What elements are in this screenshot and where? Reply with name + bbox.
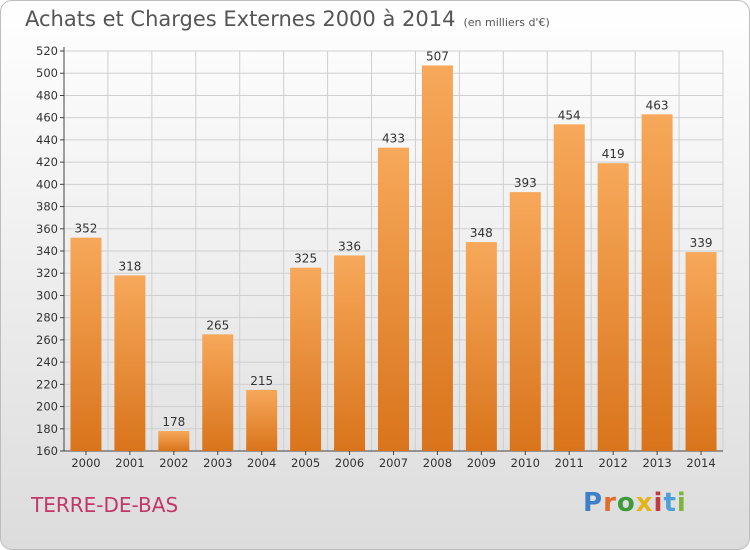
y-tick-label: 240 [36,355,58,369]
y-tick-label: 260 [36,333,58,347]
data-label: 352 [75,222,98,236]
y-tick-label: 400 [36,177,58,191]
bar [70,237,102,451]
x-tick-label: 2004 [247,456,276,470]
y-tick-label: 380 [36,200,58,214]
x-tick-label: 2013 [642,456,671,470]
data-label: 318 [118,259,141,273]
data-label: 339 [690,236,713,250]
town-name: TERRE-DE-BAS [31,493,179,517]
y-tick-label: 440 [36,133,58,147]
y-tick-label: 500 [36,66,58,80]
data-label: 507 [426,49,449,63]
y-tick-label: 340 [36,244,58,258]
y-tick-label: 520 [36,44,58,58]
bar [202,334,234,451]
logo-letter: i [653,488,664,518]
data-label: 178 [162,415,185,429]
x-tick-label: 2011 [555,456,584,470]
y-tick-labels: 160 180 200 220 240 260 280 300 320 340 360 380 400 4… [36,44,58,458]
logo-letter: r [603,488,617,518]
bar [114,275,146,451]
y-tick-label: 460 [36,111,58,125]
data-label: 393 [514,176,537,190]
bar [158,431,190,451]
chart-unit: (en milliers d'€) [463,16,550,29]
x-tick-label: 2008 [423,456,452,470]
x-tick-label: 2012 [599,456,628,470]
data-label: 348 [470,226,493,240]
bar [597,163,629,451]
data-label: 215 [250,374,273,388]
y-tick-label: 160 [36,444,58,458]
bar [553,124,585,451]
x-tick-label: 2006 [335,456,364,470]
y-tick-label: 200 [36,400,58,414]
bar [290,267,322,451]
y-tick-label: 220 [36,377,58,391]
y-tick-label: 280 [36,311,58,325]
chart-title-block: Achats et Charges Externes 2000 à 2014 (e… [25,7,550,31]
bar [246,389,278,451]
x-tick-label: 2007 [379,456,408,470]
bar [465,242,497,451]
y-tick-label: 480 [36,88,58,102]
logo-letter: o [616,488,636,518]
y-tick-label: 360 [36,222,58,236]
data-label: 454 [558,108,581,122]
logo-letter: x [635,488,654,518]
x-tick-label: 2009 [467,456,496,470]
bar [421,65,453,451]
chart-title: Achats et Charges Externes 2000 à 2014 [25,7,456,31]
bar [685,252,717,451]
x-tick-label: 2000 [71,456,100,470]
bar [509,192,541,451]
bars [70,65,717,451]
x-tick-label: 2005 [291,456,320,470]
x-tick-labels: 2000 2001 2002 2003 2004 2005 2006 2007 2008 2009… [71,456,715,470]
data-label: 325 [294,252,317,266]
x-tick-label: 2002 [159,456,188,470]
y-tick-label: 320 [36,266,58,280]
y-tick-label: 300 [36,288,58,302]
data-label: 336 [338,239,361,253]
x-tick-label: 2014 [686,456,715,470]
data-label: 463 [646,98,669,112]
logo-letter: i [676,488,687,518]
x-tick-label: 2001 [115,456,144,470]
y-tick-label: 420 [36,155,58,169]
bar [378,147,409,451]
x-tick-label: 2003 [203,456,232,470]
logo-letter: P [583,488,604,518]
logo-letter: t [663,488,677,518]
x-tick-label: 2010 [511,456,540,470]
data-label: 419 [602,147,625,161]
data-label: 433 [382,132,405,146]
bar [334,255,366,451]
bar [641,114,673,451]
data-label: 265 [206,318,229,332]
data-labels: 352 318 178 265 215 325 336 433 507 348 393 454 419 4… [75,49,713,429]
proxiti-logo: Proxiti [583,488,687,518]
y-tick-label: 180 [36,422,58,436]
